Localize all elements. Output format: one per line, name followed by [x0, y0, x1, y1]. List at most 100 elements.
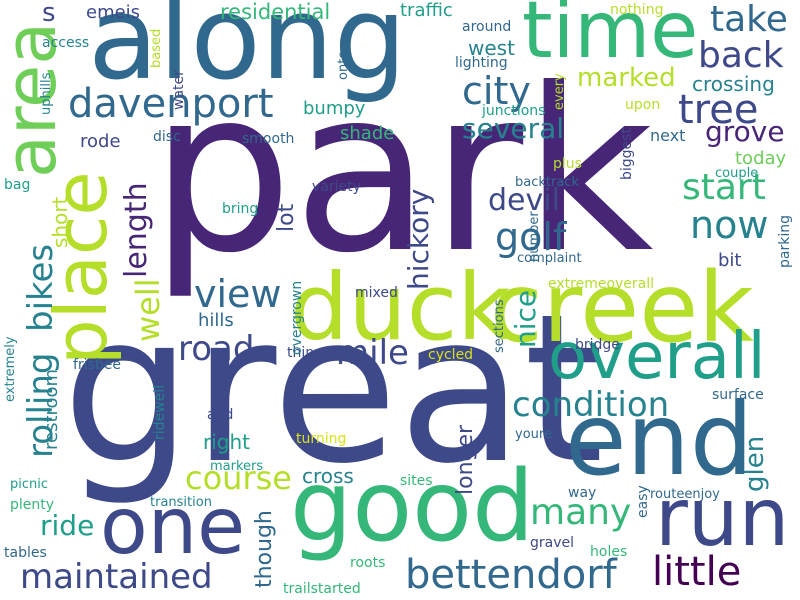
word-bumpy: bumpy: [303, 98, 366, 119]
word-though: though: [252, 510, 277, 588]
word-sites: sites: [400, 473, 433, 489]
word-now: now: [690, 203, 769, 247]
word-youre: youre: [515, 427, 552, 442]
word-junctions: junctions: [482, 103, 546, 119]
word-longer: longer: [453, 424, 478, 495]
word-parking: parking: [777, 215, 793, 268]
word-maintained: maintained: [20, 557, 213, 597]
word-trailstarted: trailstarted: [283, 581, 361, 597]
word-time: time: [522, 0, 699, 76]
word-thing: thing: [287, 345, 324, 361]
word-bridge: bridge: [575, 337, 620, 353]
word-good: good: [290, 450, 535, 564]
word-frisbee: frisbee: [73, 357, 121, 373]
word-short: short: [48, 196, 72, 248]
word-backtrack: backtrack: [515, 175, 579, 190]
word-every: every: [552, 73, 567, 110]
word-complaint: complaint: [517, 251, 582, 266]
word-nothing: nothing: [610, 2, 664, 18]
word-cross: cross: [302, 464, 354, 488]
word-davenport: davenport: [68, 81, 274, 127]
word-overall: overall: [548, 320, 766, 394]
word-many: many: [530, 492, 632, 533]
word-disc: disc: [153, 129, 181, 145]
word-surface: surface: [712, 387, 764, 403]
word-nice: nice: [509, 289, 542, 348]
word-mixed: mixed: [355, 285, 398, 301]
word-onto: onto: [336, 50, 351, 80]
word-plenty: plenty: [10, 497, 55, 513]
word-residential: residential: [220, 0, 331, 24]
word-ridewell: ridewell: [152, 385, 168, 440]
word-access: access: [42, 35, 90, 51]
word-way: way: [568, 485, 597, 501]
word-rode: rode: [80, 131, 121, 152]
word-holes: holes: [590, 544, 628, 560]
word-variety: variety: [312, 179, 361, 195]
word-markers: markers: [210, 459, 264, 474]
word-extremeoverall: extremeoverall: [548, 276, 655, 292]
word-condition: condition: [512, 385, 670, 425]
word-next: next: [650, 126, 686, 145]
word-smooth: smooth: [242, 131, 295, 147]
word-bettendorf: bettendorf: [405, 552, 617, 598]
word-plus: plus: [553, 156, 582, 172]
word-extremely: extremely: [3, 336, 18, 402]
word-easy: easy: [635, 485, 651, 518]
word-run: run: [655, 471, 790, 564]
word-bring: bring: [222, 201, 259, 217]
word-ride: ride: [40, 509, 95, 542]
word-picnic: picnic: [10, 477, 49, 492]
word-turning: turning: [296, 431, 347, 447]
word-well: well: [129, 278, 167, 342]
word-little: little: [652, 549, 742, 595]
word-park: park: [150, 41, 654, 303]
word-west: west: [468, 36, 515, 60]
word-grove: grove: [705, 115, 785, 148]
word-back: back: [698, 35, 784, 76]
word-based: based: [149, 28, 164, 68]
word-overgrown: overgrown: [289, 280, 305, 355]
word-one: one: [100, 482, 246, 572]
word-uphills: uphills: [39, 72, 54, 115]
word-add: add: [207, 407, 234, 423]
word-lot: lot: [274, 203, 299, 232]
word-cycled: cycled: [428, 347, 474, 363]
word-crossing: crossing: [692, 72, 775, 96]
word-bag: bag: [4, 177, 31, 193]
word-start: start: [682, 167, 766, 208]
word-around: around: [462, 19, 512, 35]
word-sections: sections: [492, 299, 507, 353]
word-glen: glen: [740, 435, 770, 492]
word-s: s: [42, 0, 56, 28]
word-marked: marked: [577, 63, 676, 93]
word-lighting: lighting: [455, 55, 508, 71]
word-emeis: emeis: [86, 2, 141, 23]
word-restroom: restroom: [41, 368, 62, 450]
word-right: right: [203, 430, 250, 454]
word-devil: devil: [488, 183, 560, 218]
word-tree: tree: [678, 87, 759, 133]
word-biggest: biggest: [619, 128, 635, 180]
word-city: city: [462, 69, 531, 113]
word-hickory: hickory: [402, 188, 435, 290]
word-length: length: [119, 182, 154, 278]
word-number: number: [527, 211, 542, 262]
word-tables: tables: [4, 545, 47, 561]
word-today: today: [735, 148, 787, 169]
word-creek: creek: [490, 252, 754, 364]
word-bikes: bikes: [21, 243, 61, 332]
word-couple: couple: [715, 166, 759, 181]
word-road: road: [178, 329, 255, 369]
word-upon: upon: [625, 97, 661, 113]
word-bit: bit: [718, 250, 742, 271]
word-golf: golf: [495, 215, 567, 259]
word-view: view: [194, 272, 282, 316]
word-transition: transition: [150, 495, 212, 510]
word-take: take: [710, 0, 788, 40]
word-water: water: [171, 70, 187, 110]
word-shade: shade: [340, 123, 395, 144]
word-traffic: traffic: [400, 0, 453, 21]
word-along: along: [88, 0, 407, 106]
